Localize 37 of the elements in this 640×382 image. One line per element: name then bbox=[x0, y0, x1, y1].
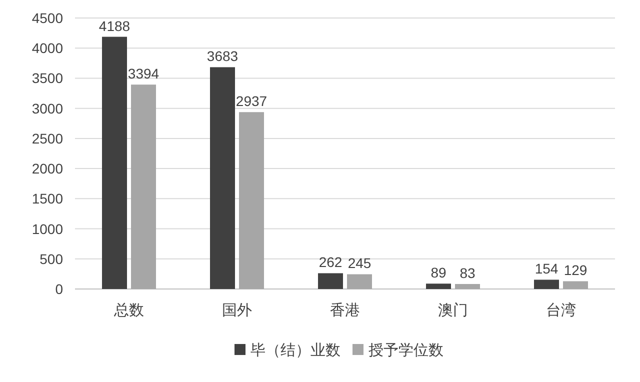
bar bbox=[426, 284, 451, 289]
legend-label: 毕（结）业数 bbox=[250, 342, 340, 359]
bar bbox=[318, 273, 343, 289]
x-tick-label: 香港 bbox=[330, 302, 360, 319]
data-label: 3683 bbox=[206, 48, 238, 64]
data-label: 245 bbox=[348, 255, 372, 272]
y-tick-label: 4500 bbox=[32, 10, 64, 26]
bar bbox=[210, 67, 235, 289]
y-tick-label: 4000 bbox=[32, 40, 64, 56]
data-label: 154 bbox=[534, 260, 558, 277]
y-tick-label: 1000 bbox=[32, 220, 64, 237]
data-label: 4188 bbox=[98, 18, 130, 34]
x-tick-label: 澳门 bbox=[438, 302, 468, 319]
data-label: 83 bbox=[460, 265, 476, 281]
y-tick-label: 2000 bbox=[32, 160, 64, 177]
y-tick-label: 2500 bbox=[32, 130, 64, 146]
bar bbox=[102, 36, 127, 289]
bar bbox=[563, 281, 588, 289]
y-tick-label: 500 bbox=[40, 250, 64, 267]
legend-label: 授予学位数 bbox=[368, 342, 444, 359]
y-tick-label: 1500 bbox=[32, 190, 64, 207]
bar bbox=[347, 274, 372, 289]
y-tick-label: 0 bbox=[55, 281, 64, 297]
data-label: 89 bbox=[430, 264, 446, 281]
bar bbox=[131, 84, 156, 289]
x-tick-label: 总数 bbox=[113, 302, 144, 319]
x-tick-label: 台湾 bbox=[546, 302, 576, 319]
x-tick-label: 国外 bbox=[222, 302, 252, 319]
data-label: 2937 bbox=[236, 93, 268, 110]
y-tick-label: 3000 bbox=[32, 100, 64, 116]
bar bbox=[239, 112, 264, 289]
bar bbox=[534, 280, 559, 289]
data-label: 3394 bbox=[128, 66, 160, 82]
y-tick-label: 3500 bbox=[32, 70, 64, 86]
data-label: 129 bbox=[564, 262, 588, 278]
bar bbox=[455, 284, 480, 289]
data-label: 262 bbox=[318, 254, 342, 270]
